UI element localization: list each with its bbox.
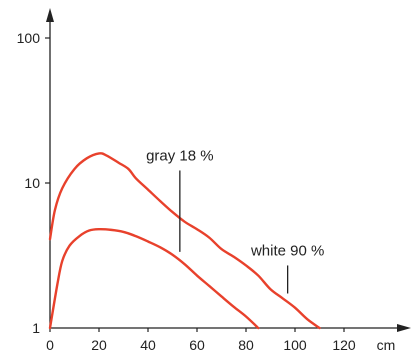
series-group: [48, 152, 321, 330]
x-tick-label: 100: [283, 337, 307, 353]
annotations: gray 18 % white 90 %: [146, 147, 324, 294]
x-unit-label: cm: [377, 337, 396, 353]
x-axis-arrow: [397, 324, 411, 332]
series-line-1: [48, 152, 321, 330]
annotation-label-2: white 90 %: [250, 242, 324, 259]
axes: [45, 8, 411, 332]
x-tick-label: 40: [140, 337, 156, 353]
y-tick-label: 100: [17, 30, 41, 46]
annotation-label-1: gray 18 %: [146, 147, 214, 164]
tick-labels: 1 10 100 0 20 40 60 80 100 120 cm: [17, 30, 396, 353]
y-tick-label: 10: [24, 175, 40, 191]
x-tick-label: 120: [332, 337, 356, 353]
x-tick-label: 0: [46, 337, 54, 353]
x-tick-label: 80: [238, 337, 254, 353]
y-axis-arrow: [46, 8, 54, 22]
x-tick-label: 60: [189, 337, 205, 353]
series-line-2: [48, 227, 260, 330]
x-tick-label: 20: [91, 337, 107, 353]
y-tick-label: 1: [32, 320, 40, 336]
